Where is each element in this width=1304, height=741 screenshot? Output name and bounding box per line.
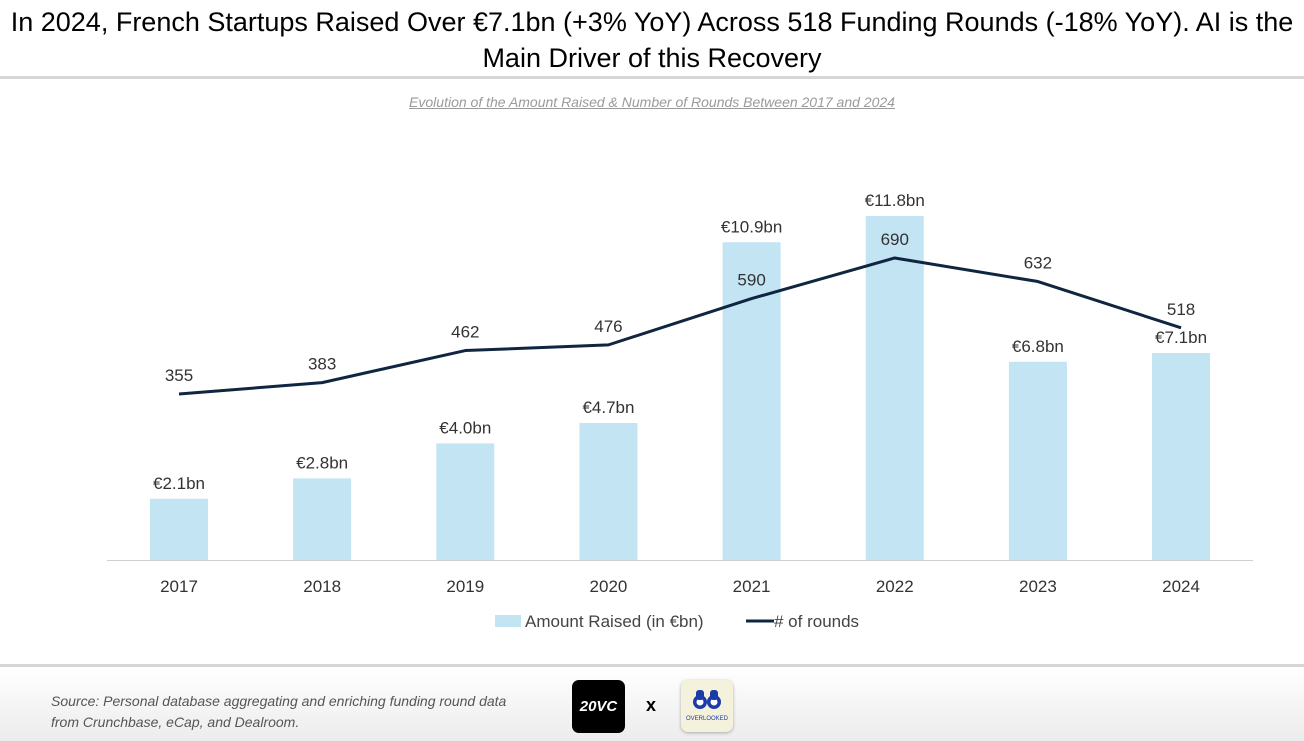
line-label: 632	[1024, 254, 1052, 273]
line-label: 518	[1167, 300, 1195, 319]
bar	[293, 478, 352, 560]
x-tick-label: 2019	[446, 577, 484, 596]
binoculars-icon	[693, 690, 721, 709]
bar-label: €7.1bn	[1155, 328, 1207, 347]
bar	[1152, 353, 1211, 560]
line-label: 690	[881, 230, 909, 249]
legend-bar-label: Amount Raised (in €bn)	[525, 612, 704, 631]
line-label: 590	[737, 271, 765, 290]
bar	[722, 242, 781, 560]
x-tick-label: 2018	[303, 577, 341, 596]
20vc-logo: 20VC	[572, 680, 625, 733]
bar	[1008, 361, 1067, 560]
line-label: 462	[451, 323, 479, 342]
rounds-line	[178, 256, 1182, 396]
line-label: 355	[165, 366, 193, 385]
bar	[865, 216, 924, 560]
bar-label: €4.0bn	[439, 418, 491, 437]
bar-label: €2.8bn	[296, 453, 348, 472]
x-tick-label: 2022	[876, 577, 914, 596]
bar-label: €6.8bn	[1012, 337, 1064, 356]
x-tick-label: 2023	[1019, 577, 1057, 596]
x-tick-label: 2024	[1162, 577, 1200, 596]
bar-label: €4.7bn	[582, 398, 634, 417]
x-tick-label: 2021	[733, 577, 771, 596]
bar-label: €2.1bn	[153, 474, 205, 493]
overlooked-logo: OVERLOOKED	[681, 680, 733, 732]
source-note: Source: Personal database aggregating an…	[51, 693, 507, 730]
separator: x	[646, 695, 657, 715]
bar	[579, 422, 638, 560]
chart-subtitle: Evolution of the Amount Raised & Number …	[409, 94, 895, 110]
page-title: In 2024, French Startups Raised Over €7.…	[10, 7, 1294, 73]
legend-line-label: # of rounds	[774, 612, 859, 631]
divider	[0, 76, 1304, 79]
line-label: 383	[308, 355, 336, 374]
overlooked-logo-text: OVERLOOKED	[685, 716, 728, 722]
bar-label: €10.9bn	[721, 217, 782, 236]
x-tick-label: 2020	[590, 577, 628, 596]
legend-bar-swatch	[495, 615, 521, 627]
footer: Source: Personal database aggregating an…	[0, 664, 1304, 741]
line-label: 476	[594, 317, 622, 336]
chart: €2.1bn 2017 €2.8bn 2018 €4.0bn 2019 €4.7bn 2020…	[107, 191, 1253, 631]
bar-label: €11.8bn	[865, 191, 925, 210]
bar	[150, 498, 208, 560]
bar	[436, 443, 495, 560]
x-tick-label: 2017	[160, 577, 198, 596]
